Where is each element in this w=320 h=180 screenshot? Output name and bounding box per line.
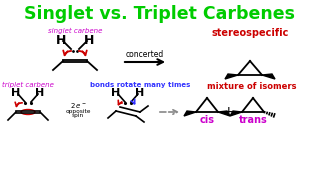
Text: cis: cis	[199, 115, 214, 125]
Text: mixture of isomers: mixture of isomers	[207, 82, 297, 91]
Polygon shape	[218, 111, 230, 116]
Polygon shape	[230, 111, 242, 116]
Text: stereospecific: stereospecific	[211, 28, 289, 38]
Text: bonds rotate many times: bonds rotate many times	[90, 82, 190, 88]
Text: H: H	[56, 33, 66, 46]
Text: H: H	[12, 88, 20, 98]
Polygon shape	[262, 74, 275, 79]
Text: spin: spin	[72, 112, 84, 118]
Polygon shape	[184, 111, 196, 116]
Text: H: H	[111, 88, 121, 98]
Text: H: H	[84, 33, 94, 46]
Polygon shape	[225, 74, 238, 79]
Text: triplet carbene: triplet carbene	[2, 82, 54, 88]
Text: concerted: concerted	[126, 50, 164, 59]
Text: Singlet vs. Triplet Carbenes: Singlet vs. Triplet Carbenes	[25, 5, 295, 23]
Text: opposite: opposite	[65, 109, 91, 114]
Text: $2\,e^-$: $2\,e^-$	[70, 102, 86, 111]
Text: H: H	[135, 88, 145, 98]
Text: trans: trans	[239, 115, 268, 125]
Text: +: +	[222, 105, 234, 119]
Text: singlet carbene: singlet carbene	[48, 28, 102, 34]
Text: H: H	[36, 88, 44, 98]
